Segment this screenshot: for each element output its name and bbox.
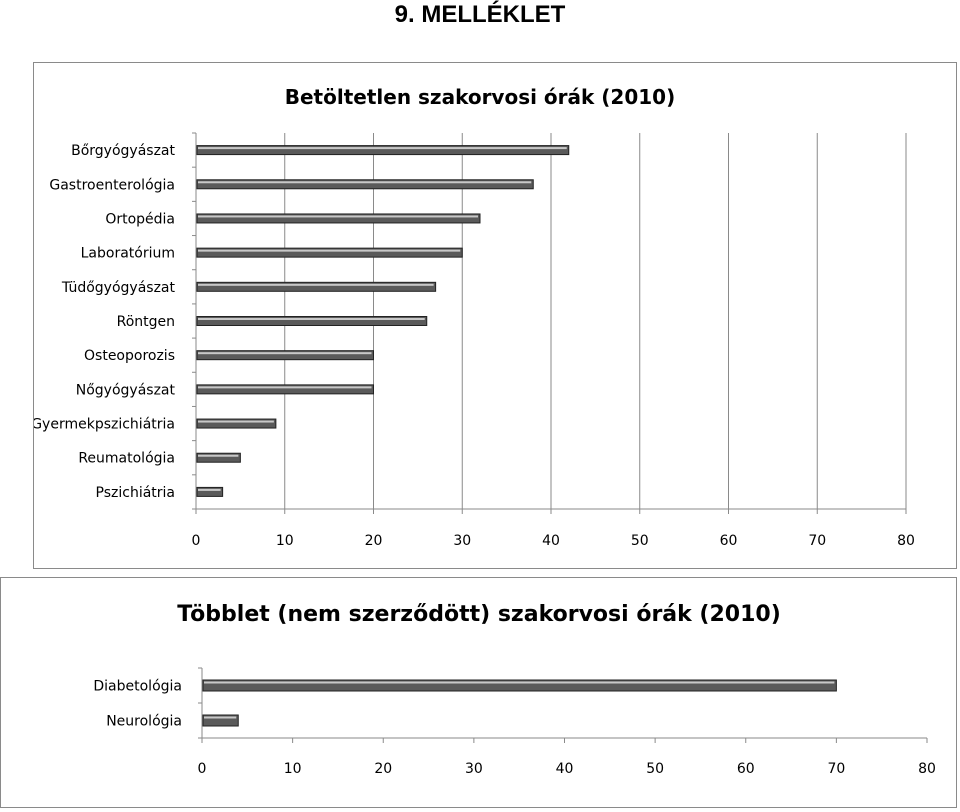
x-tick-label: 40 bbox=[556, 761, 574, 777]
bar-highlight bbox=[204, 681, 835, 684]
bar-fill bbox=[196, 145, 570, 156]
bar-9 bbox=[196, 452, 241, 463]
bar-highlight bbox=[198, 283, 434, 286]
bar-3 bbox=[196, 247, 463, 258]
bar-fill bbox=[196, 418, 277, 429]
x-tick-label: 60 bbox=[720, 533, 738, 549]
bar-2 bbox=[196, 213, 481, 224]
bar-8 bbox=[196, 418, 277, 429]
x-tick-label: 0 bbox=[198, 761, 207, 777]
category-label: Bőrgyógyászat bbox=[71, 143, 175, 159]
chart-unfilled-hours-svg: Betöltetlen szakorvosi órák (2010) Bőrgyó… bbox=[31, 85, 915, 549]
x-tick-label: 60 bbox=[737, 761, 755, 777]
x-tick-label: 70 bbox=[808, 533, 826, 549]
bar-0 bbox=[196, 145, 570, 156]
x-tick-label: 40 bbox=[542, 533, 560, 549]
bar-highlight bbox=[198, 147, 567, 150]
category-label: Röntgen bbox=[117, 314, 175, 330]
x-tick-label: 50 bbox=[631, 533, 649, 549]
x-tick-label: 30 bbox=[465, 761, 483, 777]
category-label: Tüdőgyógyászat bbox=[61, 280, 176, 296]
x-tick-label: 10 bbox=[284, 761, 302, 777]
bar-fill bbox=[196, 213, 481, 224]
bar-fill bbox=[196, 247, 463, 258]
chart-title: Betöltetlen szakorvosi órák (2010) bbox=[285, 85, 676, 109]
bar-highlight bbox=[198, 352, 372, 355]
bar-1 bbox=[196, 179, 534, 190]
bar-fill bbox=[196, 384, 374, 395]
x-tick-label: 20 bbox=[365, 533, 383, 549]
bar-7 bbox=[196, 384, 374, 395]
bar-fill bbox=[196, 350, 374, 361]
bar-fill bbox=[196, 179, 534, 190]
x-tick-label: 30 bbox=[453, 533, 471, 549]
bar-fill bbox=[196, 452, 241, 463]
category-label: Laboratórium bbox=[81, 246, 175, 262]
bar-0 bbox=[202, 679, 837, 692]
x-tick-label: 50 bbox=[646, 761, 664, 777]
category-label: Gastroenterológia bbox=[49, 177, 175, 193]
x-tick-label: 70 bbox=[827, 761, 845, 777]
bar-highlight bbox=[198, 181, 532, 184]
bar-highlight bbox=[198, 386, 372, 389]
bar-6 bbox=[196, 350, 374, 361]
category-label: Ortopédia bbox=[105, 211, 175, 227]
chart-surplus-hours: Többlet (nem szerződött) szakorvosi órák… bbox=[0, 577, 957, 808]
bar-highlight bbox=[198, 215, 478, 218]
chart-surplus-hours-svg: Többlet (nem szerződött) szakorvosi órák… bbox=[93, 602, 936, 777]
bar-1 bbox=[202, 714, 239, 727]
x-tick-label: 20 bbox=[374, 761, 392, 777]
bar-highlight bbox=[198, 454, 239, 457]
category-label: Pszichiátria bbox=[96, 485, 175, 501]
chart-title: Többlet (nem szerződött) szakorvosi órák… bbox=[177, 602, 781, 627]
x-tick-label: 80 bbox=[918, 761, 936, 777]
bar-fill bbox=[202, 714, 239, 727]
bar-4 bbox=[196, 281, 437, 292]
bar-highlight bbox=[198, 488, 221, 491]
bar-fill bbox=[196, 486, 224, 497]
bar-highlight bbox=[198, 249, 461, 252]
category-label: Neurológia bbox=[106, 714, 182, 730]
bar-5 bbox=[196, 316, 428, 326]
bar-fill bbox=[202, 679, 837, 692]
x-tick-label: 0 bbox=[192, 533, 201, 549]
bar-fill bbox=[196, 316, 428, 326]
bar-highlight bbox=[198, 318, 425, 320]
page-heading: 9. MELLÉKLET bbox=[394, 1, 566, 28]
category-label: Osteoporozis bbox=[84, 348, 175, 364]
bar-fill bbox=[196, 281, 437, 292]
chart-unfilled-hours: Betöltetlen szakorvosi órák (2010) Bőrgyó… bbox=[31, 62, 957, 569]
x-tick-label: 80 bbox=[897, 533, 915, 549]
bar-highlight bbox=[198, 420, 274, 423]
category-label: Gyermekpszichiátria bbox=[34, 417, 175, 433]
category-label: Reumatológia bbox=[78, 451, 175, 467]
x-tick-label: 10 bbox=[276, 533, 294, 549]
category-label: Diabetológia bbox=[93, 679, 182, 695]
bar-10 bbox=[196, 486, 224, 497]
bar-highlight bbox=[204, 716, 237, 719]
category-label: Nőgyógyászat bbox=[76, 382, 176, 398]
